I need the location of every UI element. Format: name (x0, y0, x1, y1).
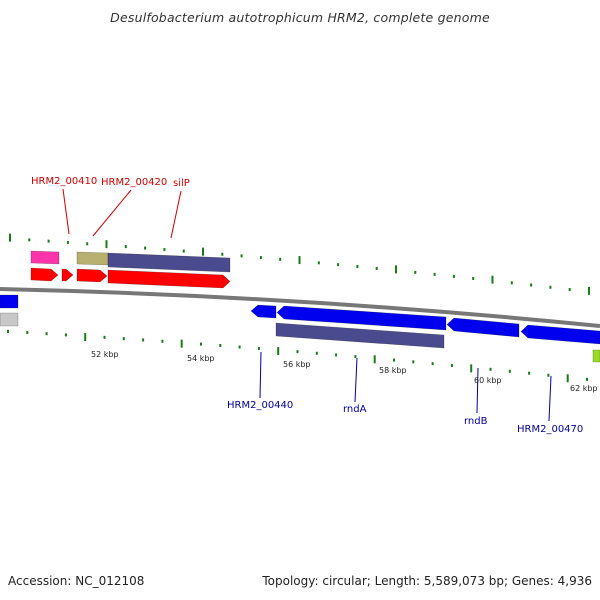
scale-label: 62 kbp (570, 384, 598, 393)
scale-labels: 52 kbp 54 kbp 56 kbp 58 kbp 60 kbp 62 kbp (91, 350, 598, 393)
gene-label: HRM2_00470 (517, 424, 583, 435)
gene-label: HRM2_00440 (227, 400, 293, 411)
scale-label: 52 kbp (91, 350, 119, 359)
scale-label: 60 kbp (474, 376, 502, 385)
reverse-gene (520, 324, 600, 345)
label-leaders (62, 188, 552, 422)
misc-feature (76, 251, 109, 266)
misc-feature (592, 349, 600, 363)
outer-ticks (9, 233, 590, 295)
gene-features (0, 250, 600, 363)
misc-feature (0, 312, 19, 327)
forward-gene (76, 268, 108, 283)
gene-label: rndB (464, 416, 488, 427)
accession-label: Accession: NC_012108 (8, 574, 145, 588)
reverse-gene (250, 304, 277, 319)
label-leader (62, 188, 70, 235)
protein-domain (275, 322, 445, 349)
reverse-gene (0, 294, 19, 309)
gene-labels: HRM2_00410 HRM2_00420 silP HRM2_00440 rndA rn… (31, 176, 583, 435)
label-leader (354, 357, 358, 403)
gene-label: silP (173, 178, 190, 189)
scale-label: 58 kbp (379, 366, 407, 375)
forward-gene (107, 269, 231, 289)
forward-gene (61, 268, 74, 282)
reverse-gene (446, 317, 520, 338)
reverse-gene (276, 305, 447, 331)
genome-summary: Topology: circular; Length: 5,589,073 bp… (262, 574, 592, 588)
gene-label: HRM2_00410 (31, 176, 97, 187)
scale-label: 56 kbp (283, 360, 311, 369)
map-title: Desulfobacterium autotrophicum HRM2, com… (110, 10, 490, 25)
misc-feature (30, 250, 60, 265)
label-leader (170, 190, 182, 239)
scale-label: 54 kbp (187, 354, 215, 363)
inner-ticks (7, 329, 588, 383)
label-leader (476, 367, 479, 414)
forward-gene (30, 267, 59, 282)
gene-label: rndA (343, 404, 367, 415)
genome-backbone (0, 287, 600, 328)
label-leader (92, 189, 132, 237)
label-leader (548, 375, 552, 422)
label-leader (259, 351, 262, 399)
protein-domain (107, 252, 231, 273)
gene-label: HRM2_00420 (101, 177, 167, 188)
